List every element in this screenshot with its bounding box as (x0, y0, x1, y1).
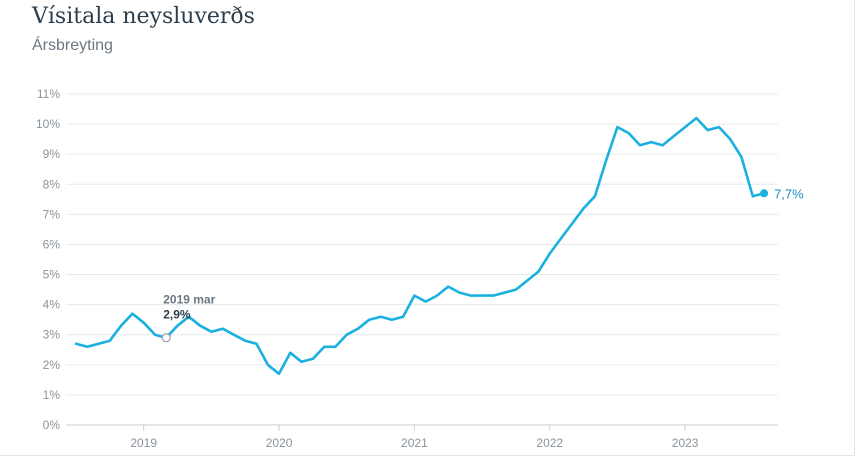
x-tick-label: 2021 (401, 436, 428, 450)
y-axis-ticks: 0% 1% 2% 3% 4% 5% 6% 7% 8% 9% 10% 11% (36, 87, 60, 432)
x-tick-label: 2020 (266, 436, 293, 450)
series-line[interactable] (74, 116, 766, 376)
end-point-marker[interactable] (760, 189, 769, 198)
y-tick-label: 5% (43, 268, 61, 282)
y-tick-label: 8% (43, 177, 61, 191)
y-tick-label: 4% (43, 298, 61, 312)
tooltip-date: 2019 mar (163, 293, 215, 307)
y-tick-label: 2% (43, 358, 61, 372)
gridlines (66, 93, 778, 426)
y-tick-label: 0% (43, 418, 61, 432)
y-tick-label: 10% (36, 117, 60, 131)
y-tick-label: 9% (43, 147, 61, 161)
y-tick-label: 3% (43, 328, 61, 342)
x-tick-label: 2023 (672, 436, 699, 450)
chart-title: Vísitala neysluverðs (32, 4, 255, 29)
end-value-label: 7,7% (774, 186, 804, 201)
tooltip-marker (161, 333, 171, 343)
x-tick-label: 2022 (536, 436, 563, 450)
y-tick-label: 7% (43, 207, 61, 221)
chart-subtitle: Ársbreyting (32, 37, 113, 54)
x-tick-label: 2019 (130, 436, 157, 450)
x-axis-ticks: 2019 2020 2021 2022 2023 (130, 425, 699, 450)
tooltip: 2019 mar 2,9% (161, 293, 216, 343)
y-tick-label: 11% (37, 87, 60, 101)
y-tick-label: 1% (43, 388, 61, 402)
tooltip-value: 2,9% (163, 308, 191, 322)
y-tick-label: 6% (43, 237, 61, 251)
